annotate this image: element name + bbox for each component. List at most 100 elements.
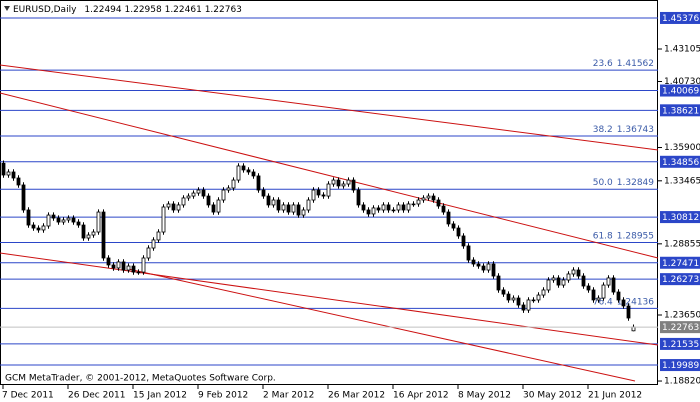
candle-body [251,171,256,177]
candle-body [66,217,71,221]
candle-body [556,277,561,286]
fib-level: 76.4 [593,297,613,307]
candle-body [111,264,116,269]
candle-body [546,279,551,291]
level-label: 1.30812 [662,213,699,223]
candle-body [446,211,451,225]
candle-body [591,289,596,301]
candle-body [276,199,281,211]
candle-body [1,162,6,176]
candle-body [611,277,616,293]
chart-header: EURUSD,Daily 1.22494 1.22958 1.22461 1.22… [13,5,242,15]
candle-body [246,169,251,173]
x-tick-label: 26 Mar 2012 [328,391,385,401]
level-box [660,11,700,24]
level-label: 1.26273 [662,275,699,285]
price-box [660,321,700,334]
candle-body [466,245,471,261]
candle-body [481,265,486,271]
candle-body [586,285,591,291]
level-box [660,155,700,168]
candle-body [331,179,336,185]
candle-body [581,275,586,287]
candle-body [376,207,381,211]
candle-body [191,192,196,197]
fib-price: 1.24136 [617,297,654,307]
candle-body [271,199,276,206]
candle-body [281,204,286,211]
candle-body [361,204,366,211]
level-label: 1.27471 [662,259,699,269]
level-box [660,273,700,286]
candle-body [171,203,176,211]
x-tick-label: 15 Jan 2012 [133,391,187,401]
candle-body [301,209,306,216]
candle-body [516,297,521,306]
candle-body [236,165,241,181]
candle-body [216,199,221,213]
candle-body [471,259,476,265]
level-label: 1.45376 [662,14,699,24]
fib-level: 50.0 [593,178,613,188]
candle-body [261,189,266,197]
y-tick-label: 1.18820 [664,377,700,387]
candle-body [541,289,546,296]
symbol-icon [4,6,10,11]
level-label: 1.34856 [662,158,699,168]
candle-body [421,197,426,201]
candle-body [596,297,601,301]
candle-body [91,231,96,236]
candle-body [151,239,156,249]
candle-body [106,257,111,266]
candle-body [411,203,416,206]
candle-body [101,211,106,259]
candle-body [71,217,76,223]
candle-body [166,203,171,208]
level-box [660,211,700,224]
candle-body [521,304,526,311]
candle-body [621,299,626,307]
candle-body [161,206,166,233]
fib-level: 38.2 [593,124,613,134]
candle-body [626,305,631,319]
candle-body [121,261,126,271]
candle-body [511,297,516,301]
level-label: 1.21535 [662,340,699,350]
candle-body [211,204,216,213]
candle-body [96,211,101,233]
fib-price: 1.32849 [617,178,654,188]
candle-body [506,293,511,301]
x-tick-label: 16 Apr 2012 [393,391,449,401]
candle-body [321,194,326,197]
level-box [660,84,700,97]
candle-body [601,284,606,299]
candle-body [366,209,371,215]
fib-label: 50.0 1.32849 [593,178,655,188]
candle-body [396,204,401,211]
candle-body [36,227,41,231]
candle-body [156,231,161,241]
trend-line [129,268,636,382]
candle-body [356,189,361,206]
candle-body [291,204,296,213]
candle-body [351,179,356,191]
fib-label: 76.4 1.24136 [593,297,655,307]
candle-body [571,269,576,275]
y-tick-label: 1.23650 [664,311,700,321]
candle-body [61,219,66,223]
candle-body [146,247,151,259]
candle-body [561,279,566,286]
level-box [660,104,700,117]
x-tick-label: 9 Feb 2012 [198,391,248,401]
candle-body [616,291,621,301]
trend-line [0,92,659,259]
level-label: 1.40069 [662,87,699,97]
candle-body [176,204,181,211]
candle-body [306,199,311,211]
candle-body [566,273,571,281]
candle-body [416,199,421,205]
candle-body [186,195,191,199]
candle-body [531,299,536,302]
x-tick-label: 7 Dec 2011 [2,391,54,401]
x-tick-label: 26 Dec 2011 [68,391,126,401]
